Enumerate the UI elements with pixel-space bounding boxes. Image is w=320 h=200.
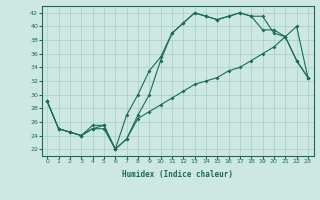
X-axis label: Humidex (Indice chaleur): Humidex (Indice chaleur) xyxy=(122,170,233,179)
